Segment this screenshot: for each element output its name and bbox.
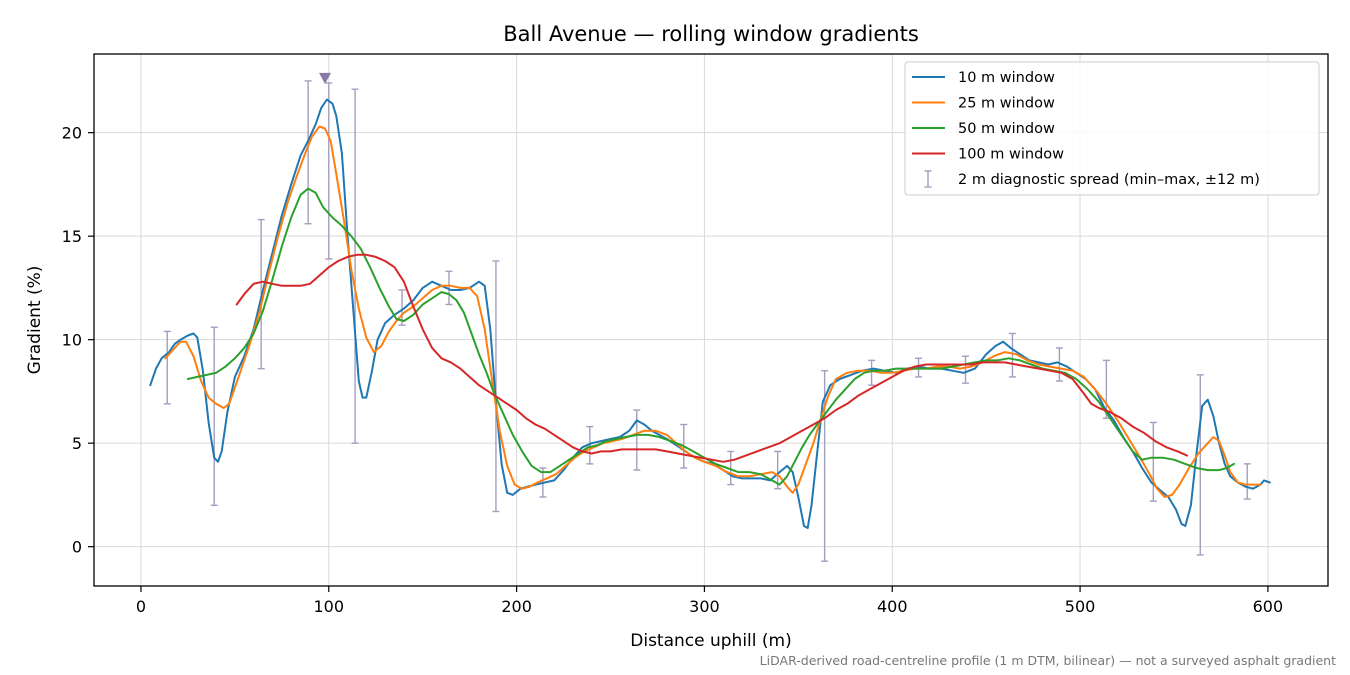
legend-label: 100 m window — [958, 147, 1064, 163]
legend-label: 10 m window — [958, 70, 1055, 86]
errorbar — [1243, 463, 1251, 500]
legend-item: 50 m window — [912, 121, 1055, 137]
x-tick-label: 100 — [314, 597, 345, 616]
x-tick-label: 0 — [136, 597, 146, 616]
x-tick-label: 200 — [501, 597, 532, 616]
marker-layer — [319, 72, 332, 84]
errorbar — [163, 330, 171, 405]
errorbar — [398, 289, 406, 326]
peak-marker — [319, 72, 332, 84]
x-tick-label: 600 — [1253, 597, 1284, 616]
x-tick-label: 500 — [1065, 597, 1096, 616]
plot-frame — [93, 53, 1329, 587]
errorbar — [1149, 421, 1157, 502]
y-axis-label: Gradient (%) — [25, 266, 45, 375]
errorbar — [325, 82, 333, 260]
series-layer — [149, 80, 1271, 562]
errorbar — [1196, 374, 1204, 556]
y-tick-label: 10 — [62, 331, 82, 350]
errorbar — [304, 80, 312, 225]
errorbar — [492, 260, 500, 513]
x-axis-label: Distance uphill (m) — [630, 631, 791, 651]
errorbar — [1008, 332, 1016, 378]
chart-title: Ball Avenue — rolling window gradients — [503, 22, 919, 46]
footnote: LiDAR-derived road-centreline profile (1… — [760, 653, 1336, 668]
diagnostic-errorbars — [163, 80, 1251, 562]
errorbar — [821, 370, 829, 562]
legend-item: 10 m window — [912, 70, 1055, 86]
x-tick-label: 400 — [877, 597, 908, 616]
legend: 10 m window 25 m window 50 m window 100 m w… — [904, 61, 1320, 196]
axis-ticks: 0 100 200 300 400 500 600 0 5 10 15 20 — [62, 124, 1284, 616]
y-tick-label: 15 — [62, 227, 82, 246]
legend-box — [904, 61, 1320, 196]
x-tick-label: 300 — [689, 597, 720, 616]
legend-label: 50 m window — [958, 121, 1055, 137]
legend-item: 100 m window — [912, 147, 1064, 163]
errorbar — [351, 88, 359, 444]
errorbar — [868, 359, 876, 386]
legend-label: 2 m diagnostic spread (min–max, ±12 m) — [958, 172, 1260, 188]
legend-item: 25 m window — [912, 96, 1055, 112]
errorbar — [445, 270, 453, 306]
y-tick-label: 20 — [62, 124, 82, 143]
legend-label: 25 m window — [958, 96, 1055, 112]
errorbar — [962, 355, 970, 384]
legend-item: 2 m diagnostic spread (min–max, ±12 m) — [924, 170, 1260, 188]
y-tick-label: 5 — [72, 434, 82, 453]
y-tick-label: 0 — [72, 538, 82, 557]
series-line-3 — [235, 253, 1189, 463]
errorbar — [586, 425, 594, 465]
errorbar — [1102, 359, 1110, 420]
errorbar — [727, 450, 735, 486]
errorbar — [1055, 347, 1063, 382]
errorbar — [210, 326, 218, 506]
errorbar — [633, 409, 641, 471]
